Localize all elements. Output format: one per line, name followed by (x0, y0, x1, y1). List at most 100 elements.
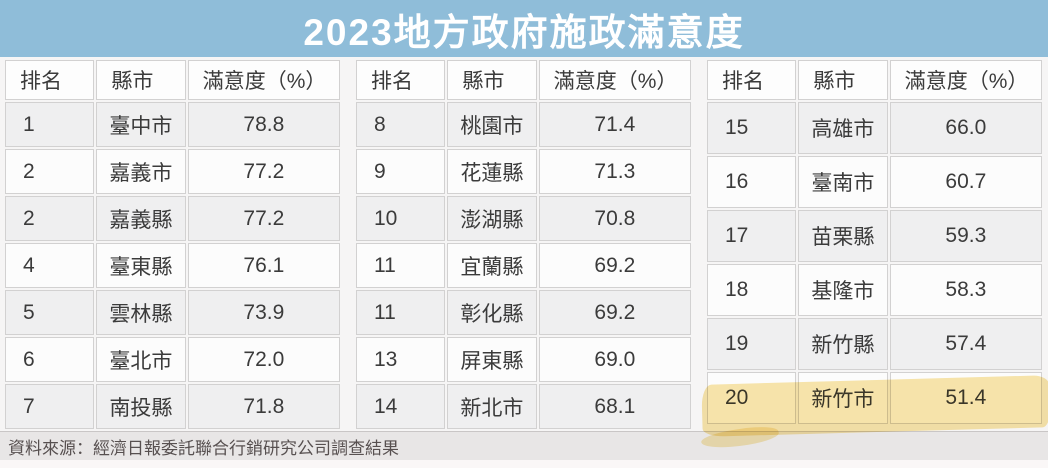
satisfaction-table-2: 排名 縣市 滿意度（%） 8 桃園市 71.4 9 花蓮縣 71.3 10 (354, 58, 693, 431)
table-row: 16 臺南市 60.7 (707, 156, 1042, 208)
satisfaction-table-1: 排名 縣市 滿意度（%） 1 臺中市 78.8 2 嘉義市 77.2 2 (3, 58, 342, 431)
score-cell: 77.2 (187, 149, 340, 194)
table-row: 6 臺北市 72.0 (5, 337, 340, 382)
satisfaction-table-3: 排名 縣市 滿意度（%） 15 高雄市 66.0 16 臺南市 60.7 17 (705, 58, 1044, 426)
table-row: 11 宜蘭縣 69.2 (356, 243, 691, 288)
source-note: 資料來源：經濟日報委託聯合行銷研究公司調查結果 (8, 438, 399, 458)
rank-cell: 15 (707, 102, 797, 154)
table-row: 5 雲林縣 73.9 (5, 290, 340, 335)
rank-cell: 16 (707, 156, 797, 208)
table-row: 10 澎湖縣 70.8 (356, 196, 691, 241)
bottom-strip (0, 460, 1048, 468)
rank-cell: 20 (707, 372, 797, 424)
table-row-highlighted: 20 新竹市 51.4 (707, 372, 1042, 424)
col-header-satisfaction: 滿意度（%） (889, 60, 1042, 100)
rank-cell: 7 (5, 384, 95, 429)
city-cell: 花蓮縣 (447, 149, 537, 194)
table-row: 2 嘉義市 77.2 (5, 149, 340, 194)
table-row: 14 新北市 68.1 (356, 384, 691, 429)
table-row: 19 新竹縣 57.4 (707, 318, 1042, 370)
col-header-rank: 排名 (5, 60, 95, 100)
city-cell: 臺中市 (96, 102, 186, 147)
table-row: 9 花蓮縣 71.3 (356, 149, 691, 194)
rank-cell: 1 (5, 102, 95, 147)
rank-cell: 4 (5, 243, 95, 288)
score-cell: 71.4 (538, 102, 691, 147)
score-cell: 69.2 (538, 243, 691, 288)
source-bar: 資料來源：經濟日報委託聯合行銷研究公司調查結果 (0, 431, 1048, 460)
rank-cell: 2 (5, 196, 95, 241)
city-cell: 苗栗縣 (798, 210, 888, 262)
city-cell: 屏東縣 (447, 337, 537, 382)
rank-cell: 14 (356, 384, 446, 429)
header-row: 排名 縣市 滿意度（%） (707, 60, 1042, 100)
table-panel-3: 排名 縣市 滿意度（%） 15 高雄市 66.0 16 臺南市 60.7 17 (700, 58, 1048, 452)
city-cell: 臺南市 (798, 156, 888, 208)
rank-cell: 8 (356, 102, 446, 147)
city-cell: 嘉義市 (96, 149, 186, 194)
col-header-city: 縣市 (798, 60, 888, 100)
col-header-satisfaction: 滿意度（%） (538, 60, 691, 100)
header-row: 排名 縣市 滿意度（%） (356, 60, 691, 100)
score-cell: 71.8 (187, 384, 340, 429)
table-row: 18 基隆市 58.3 (707, 264, 1042, 316)
city-cell: 高雄市 (798, 102, 888, 154)
score-cell: 58.3 (889, 264, 1042, 316)
score-cell: 51.4 (889, 372, 1042, 424)
city-cell: 桃園市 (447, 102, 537, 147)
table-row: 11 彰化縣 69.2 (356, 290, 691, 335)
rank-cell: 10 (356, 196, 446, 241)
score-cell: 73.9 (187, 290, 340, 335)
city-cell: 宜蘭縣 (447, 243, 537, 288)
city-cell: 臺北市 (96, 337, 186, 382)
rank-cell: 19 (707, 318, 797, 370)
col-header-rank: 排名 (707, 60, 797, 100)
table-row: 8 桃園市 71.4 (356, 102, 691, 147)
city-cell: 臺東縣 (96, 243, 186, 288)
city-cell: 新北市 (447, 384, 537, 429)
table-panel-1: 排名 縣市 滿意度（%） 1 臺中市 78.8 2 嘉義市 77.2 2 (3, 58, 342, 431)
city-cell: 嘉義縣 (96, 196, 186, 241)
score-cell: 72.0 (187, 337, 340, 382)
table-row: 1 臺中市 78.8 (5, 102, 340, 147)
col-header-city: 縣市 (447, 60, 537, 100)
title-banner: 2023地方政府施政滿意度 (0, 0, 1048, 57)
city-cell: 南投縣 (96, 384, 186, 429)
score-cell: 60.7 (889, 156, 1042, 208)
tables-area: 排名 縣市 滿意度（%） 1 臺中市 78.8 2 嘉義市 77.2 2 (0, 57, 1048, 452)
score-cell: 76.1 (187, 243, 340, 288)
table-panel-2: 排名 縣市 滿意度（%） 8 桃園市 71.4 9 花蓮縣 71.3 10 (354, 58, 693, 431)
score-cell: 57.4 (889, 318, 1042, 370)
score-cell: 70.8 (538, 196, 691, 241)
col-header-rank: 排名 (356, 60, 446, 100)
table-row: 4 臺東縣 76.1 (5, 243, 340, 288)
score-cell: 59.3 (889, 210, 1042, 262)
rank-cell: 18 (707, 264, 797, 316)
score-cell: 69.0 (538, 337, 691, 382)
table-row: 2 嘉義縣 77.2 (5, 196, 340, 241)
col-header-satisfaction: 滿意度（%） (187, 60, 340, 100)
table-row: 15 高雄市 66.0 (707, 102, 1042, 154)
header-row: 排名 縣市 滿意度（%） (5, 60, 340, 100)
rank-cell: 5 (5, 290, 95, 335)
city-cell: 澎湖縣 (447, 196, 537, 241)
city-cell: 彰化縣 (447, 290, 537, 335)
rank-cell: 17 (707, 210, 797, 262)
city-cell: 雲林縣 (96, 290, 186, 335)
page-title: 2023地方政府施政滿意度 (303, 11, 745, 53)
score-cell: 68.1 (538, 384, 691, 429)
rank-cell: 11 (356, 243, 446, 288)
rank-cell: 13 (356, 337, 446, 382)
rank-cell: 6 (5, 337, 95, 382)
table-row: 17 苗栗縣 59.3 (707, 210, 1042, 262)
rank-cell: 11 (356, 290, 446, 335)
score-cell: 69.2 (538, 290, 691, 335)
city-cell: 新竹縣 (798, 318, 888, 370)
score-cell: 78.8 (187, 102, 340, 147)
city-cell: 新竹市 (798, 372, 888, 424)
score-cell: 71.3 (538, 149, 691, 194)
table-row: 13 屏東縣 69.0 (356, 337, 691, 382)
table-row: 7 南投縣 71.8 (5, 384, 340, 429)
rank-cell: 9 (356, 149, 446, 194)
score-cell: 77.2 (187, 196, 340, 241)
